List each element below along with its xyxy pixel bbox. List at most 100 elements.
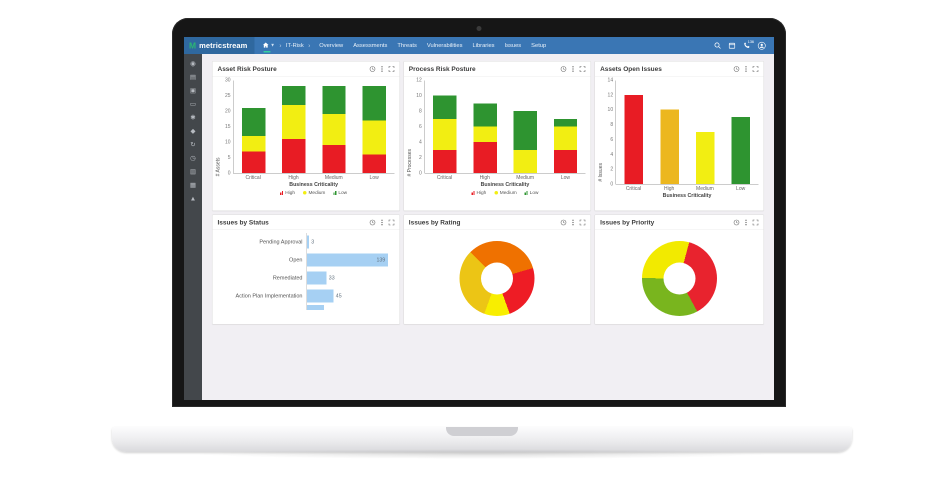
hbar-value: 3 bbox=[311, 239, 315, 245]
bar bbox=[695, 132, 715, 184]
card-issues-by-rating: Issues by Rating bbox=[403, 214, 592, 325]
nav-item-libraries[interactable]: Libraries bbox=[472, 42, 495, 49]
plot-area bbox=[615, 80, 759, 185]
kebab-menu-icon[interactable] bbox=[745, 219, 747, 226]
bar-segment bbox=[322, 86, 346, 115]
y-tick-label: 8 bbox=[419, 108, 422, 115]
home-menu[interactable]: ▼ bbox=[262, 42, 275, 53]
x-tick-label: Medium bbox=[324, 175, 343, 181]
home-icon bbox=[262, 42, 269, 48]
bar bbox=[624, 94, 644, 184]
hbar-row: Pending Approval 3 bbox=[215, 233, 393, 251]
history-icon[interactable] bbox=[733, 65, 740, 72]
y-tick-label: 10 bbox=[607, 107, 614, 113]
assessments-icon[interactable]: ▣ bbox=[189, 86, 197, 94]
calendar-icon[interactable] bbox=[728, 42, 736, 49]
monitor-icon[interactable]: ▭ bbox=[189, 100, 197, 108]
laptop-bezel: M metricstream ▼ › IT-Risk › bbox=[172, 18, 786, 407]
card-title: Process Risk Posture bbox=[408, 65, 476, 73]
y-tick-label: 0 bbox=[610, 181, 614, 188]
history-icon[interactable] bbox=[560, 219, 567, 226]
assets-icon[interactable]: ◆ bbox=[190, 127, 196, 135]
history-icon[interactable] bbox=[369, 219, 376, 226]
x-axis-labels: Critical High Medium Low bbox=[616, 186, 759, 192]
search-icon[interactable] bbox=[714, 42, 721, 49]
expand-icon[interactable] bbox=[388, 219, 395, 226]
settings-icon[interactable]: ✱ bbox=[190, 113, 196, 121]
phone-count-badge: 136 bbox=[747, 39, 754, 45]
card-title: Asset Risk Posture bbox=[217, 65, 277, 73]
x-tick-label: Critical bbox=[625, 186, 642, 192]
alerts-icon[interactable]: ▲ bbox=[189, 194, 197, 202]
x-axis-title: Business Criticality bbox=[289, 181, 339, 188]
breadcrumb-it-risk[interactable]: IT-Risk bbox=[285, 42, 304, 49]
x-axis-labels: Critical High Medium Low bbox=[424, 175, 585, 181]
y-tick-label: 15 bbox=[224, 124, 231, 130]
donut-hole bbox=[481, 262, 514, 295]
nav-item-vulnerabilities[interactable]: Vulnerabilities bbox=[426, 42, 463, 49]
nav-item-assessments[interactable]: Assessments bbox=[353, 42, 388, 49]
y-axis: 0 5 10 15 20 25 30 bbox=[221, 78, 233, 177]
x-tick-label: Low bbox=[736, 186, 746, 192]
hbar-label: Open bbox=[289, 257, 303, 263]
card-actions bbox=[560, 65, 586, 72]
y-tick-label: 20 bbox=[224, 108, 231, 115]
card-title: Issues by Status bbox=[217, 218, 269, 227]
legend-item: High bbox=[471, 190, 487, 196]
laptop-mockup: M metricstream ▼ › IT-Risk › bbox=[112, 18, 852, 459]
history-icon[interactable] bbox=[560, 65, 567, 72]
bar-segment bbox=[553, 126, 578, 150]
phone-icon[interactable]: 136 bbox=[743, 40, 754, 49]
dashboard-icon[interactable]: ◉ bbox=[190, 59, 196, 67]
expand-icon[interactable] bbox=[752, 65, 759, 72]
y-tick-label: 0 bbox=[227, 170, 231, 177]
bar-low bbox=[362, 86, 386, 173]
x-tick-label: Low bbox=[560, 175, 571, 181]
card-actions bbox=[733, 65, 759, 72]
library-icon[interactable]: ▦ bbox=[189, 181, 197, 189]
x-tick-label: High bbox=[288, 175, 299, 181]
nav-item-overview[interactable]: Overview bbox=[319, 42, 344, 49]
legend-label: High bbox=[476, 190, 487, 196]
card-header: Issues by Rating bbox=[403, 215, 591, 230]
legend-label: High bbox=[285, 190, 295, 196]
bar-segment bbox=[241, 135, 266, 152]
navbar-actions: 136 bbox=[714, 40, 774, 50]
expand-icon[interactable] bbox=[388, 65, 395, 72]
documents-icon[interactable]: ▥ bbox=[189, 167, 197, 175]
kebab-menu-icon[interactable] bbox=[572, 65, 574, 72]
legend-item: Low bbox=[524, 190, 538, 196]
bar-segment bbox=[322, 114, 346, 146]
user-avatar-icon[interactable] bbox=[757, 41, 767, 50]
brand-logo[interactable]: M metricstream bbox=[184, 37, 255, 54]
legend-dot-icon bbox=[302, 191, 307, 195]
hbar-row: Remediated 33 bbox=[215, 269, 393, 287]
reports-icon[interactable]: ▤ bbox=[189, 73, 197, 81]
kebab-menu-icon[interactable] bbox=[381, 219, 383, 226]
nav-item-threats[interactable]: Threats bbox=[397, 42, 417, 49]
x-tick-label: Medium bbox=[516, 175, 535, 181]
legend-label: Low bbox=[338, 190, 348, 196]
kebab-menu-icon[interactable] bbox=[745, 65, 747, 72]
card-header: Process Risk Posture bbox=[403, 62, 591, 77]
nav-item-setup[interactable]: Setup bbox=[531, 42, 547, 49]
kebab-menu-icon[interactable] bbox=[572, 219, 574, 226]
chart-issues-by-rating bbox=[404, 241, 591, 316]
y-tick-label: 6 bbox=[419, 124, 422, 130]
expand-icon[interactable] bbox=[579, 219, 586, 226]
nav-item-issues[interactable]: Issues bbox=[504, 42, 522, 49]
x-tick-label: Critical bbox=[245, 175, 261, 181]
history-icon[interactable] bbox=[733, 219, 740, 226]
history-icon[interactable] bbox=[369, 65, 376, 72]
hbar-value: 33 bbox=[328, 275, 335, 281]
chart-process-risk-posture: # Processes 0 2 4 6 8 10 12 Critical High Medium Lo… bbox=[404, 77, 591, 197]
chart-issues-by-status: Pending Approval 3 Open 139 Remediated 33 Acti… bbox=[213, 230, 400, 310]
kebab-menu-icon[interactable] bbox=[381, 65, 383, 72]
refresh-icon[interactable]: ↻ bbox=[190, 140, 196, 148]
expand-icon[interactable] bbox=[579, 65, 586, 72]
card-issues-by-priority: Issues by Priority bbox=[594, 214, 764, 325]
expand-icon[interactable] bbox=[752, 219, 759, 226]
history-icon[interactable]: ◷ bbox=[190, 154, 196, 162]
y-tick-label: 10 bbox=[224, 139, 231, 146]
